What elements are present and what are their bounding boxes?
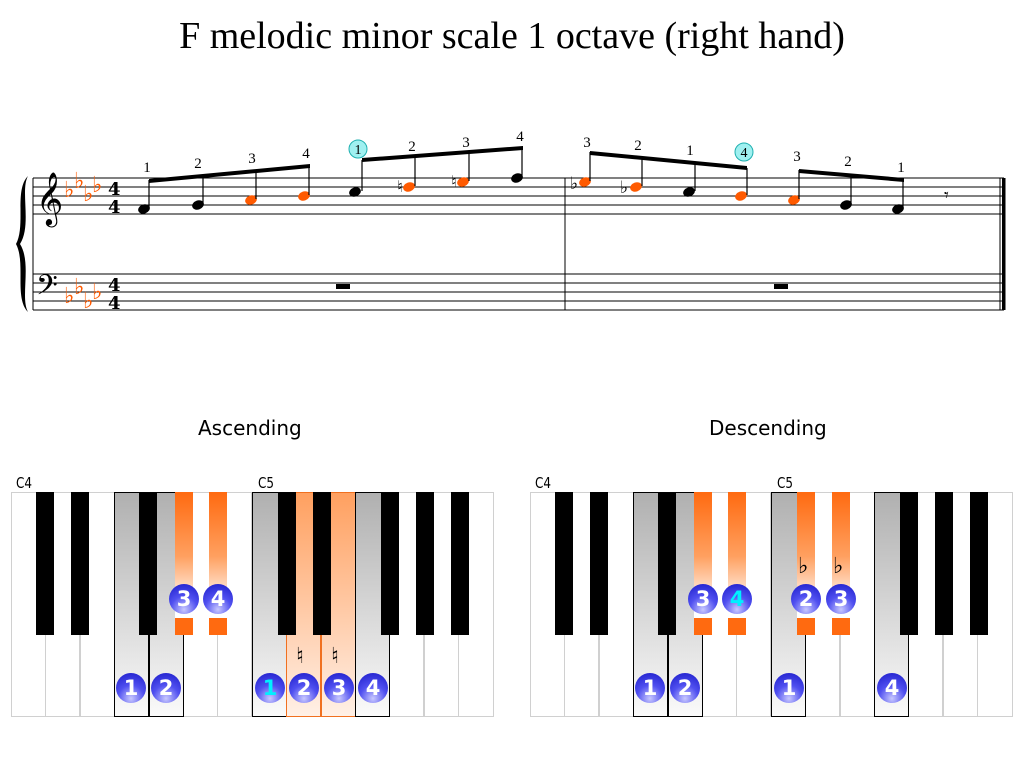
svg-text:2: 2 [634, 138, 642, 154]
svg-text:♭: ♭ [92, 280, 102, 305]
finger-number: 3 [688, 584, 718, 614]
black-key[interactable] [590, 492, 608, 635]
ascending-heading: Ascending [198, 416, 302, 440]
octave-label-c4: C4 [16, 474, 33, 492]
svg-text:2: 2 [194, 156, 202, 172]
svg-text:1: 1 [143, 160, 151, 176]
black-key[interactable] [278, 492, 296, 635]
octave-label-c5: C5 [777, 474, 794, 492]
svg-text:♮: ♮ [451, 172, 457, 191]
finger-number: 2 [289, 673, 319, 703]
svg-text:♭: ♭ [74, 275, 84, 300]
black-key[interactable] [970, 492, 988, 635]
black-key[interactable] [416, 492, 434, 635]
svg-text:𝄞: 𝄞 [36, 171, 63, 227]
svg-text:♭: ♭ [620, 178, 628, 198]
svg-text:4: 4 [108, 293, 121, 314]
svg-text:3: 3 [583, 135, 591, 151]
svg-text:♭: ♭ [74, 169, 84, 194]
svg-text:1: 1 [897, 160, 905, 176]
black-key[interactable] [313, 492, 331, 635]
svg-text:4: 4 [108, 179, 121, 200]
svg-text:4: 4 [302, 146, 310, 162]
flat-sign: ♭ [833, 554, 844, 579]
black-key[interactable] [381, 492, 399, 635]
natural-sign: ♮ [296, 644, 304, 669]
black-key[interactable] [935, 492, 953, 635]
svg-text:2: 2 [844, 154, 852, 170]
ascending-keyboard: C4 C5 ♮ ♮ 1 2 3 4 1 2 3 4 [11, 474, 495, 719]
svg-text:𝄢: 𝄢 [36, 269, 58, 309]
svg-text:3: 3 [462, 135, 470, 151]
finger-number: 4 [358, 673, 388, 703]
svg-text:4: 4 [108, 275, 121, 296]
svg-text:3: 3 [793, 149, 801, 165]
finger-number: 1 [774, 673, 804, 703]
sheet-music: 𝄞 𝄢 ♭ ♭♭♭ ♭ ♭♭♭ 44 44 ♮ ♮ [16, 129, 1006, 314]
finger-number-circled: 4 [722, 584, 752, 614]
finger-number: 4 [203, 584, 233, 614]
black-key[interactable] [451, 492, 469, 635]
black-key[interactable] [658, 492, 676, 635]
svg-text:4: 4 [516, 129, 524, 145]
black-key[interactable] [71, 492, 89, 635]
finger-number: 3 [324, 673, 354, 703]
black-key[interactable] [139, 492, 157, 635]
black-key[interactable] [555, 492, 573, 635]
svg-text:♭: ♭ [92, 173, 102, 198]
svg-text:4: 4 [108, 197, 121, 218]
svg-text:𝄾: 𝄾 [944, 185, 949, 206]
finger-number: 2 [670, 673, 700, 703]
finger-number: 3 [169, 584, 199, 614]
svg-text:1: 1 [686, 143, 694, 159]
finger-number: 4 [877, 673, 907, 703]
svg-text:4: 4 [741, 146, 748, 161]
svg-text:♭: ♭ [64, 178, 74, 203]
flat-sign: ♭ [798, 554, 809, 579]
svg-text:♭: ♭ [64, 284, 74, 309]
black-key[interactable] [36, 492, 54, 635]
svg-text:3: 3 [248, 151, 256, 167]
svg-text:♮: ♮ [397, 177, 403, 196]
svg-text:2: 2 [408, 139, 416, 155]
page-title: F melodic minor scale 1 octave (right ha… [179, 15, 845, 57]
svg-text:♭: ♭ [570, 174, 578, 194]
finger-number: 3 [826, 584, 856, 614]
black-key[interactable] [900, 492, 918, 635]
octave-label-c5: C5 [258, 474, 275, 492]
finger-number: 1 [635, 673, 665, 703]
descending-heading: Descending [709, 416, 827, 440]
finger-number: 2 [151, 673, 181, 703]
svg-text:1: 1 [355, 143, 362, 158]
descending-keyboard: C4 C5 ♭ ♭ 1 2 3 4 1 2 3 4 [530, 474, 1014, 719]
finger-number: 2 [791, 584, 821, 614]
octave-label-c4: C4 [535, 474, 552, 492]
finger-number: 1 [116, 673, 146, 703]
svg-text:♭: ♭ [83, 289, 93, 314]
svg-text:♭: ♭ [83, 182, 93, 207]
finger-number-circled: 1 [255, 673, 285, 703]
natural-sign: ♮ [331, 644, 339, 669]
